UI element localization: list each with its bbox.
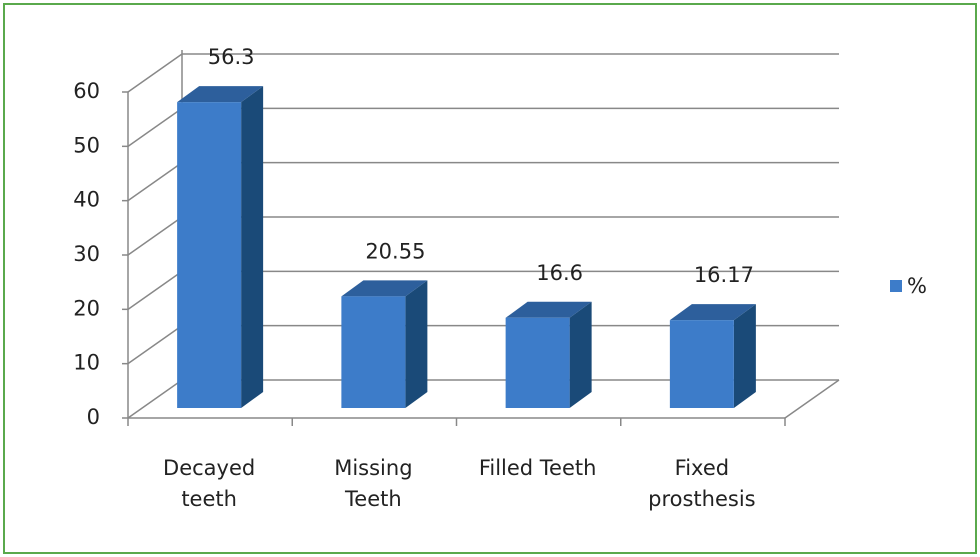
data-label: 16.6 [536,261,583,285]
floor [784,379,840,419]
bar-front [341,296,406,408]
data-label: 16.17 [694,263,754,287]
bar-side [241,86,264,408]
x-tick-label: Missing Teeth [334,456,413,511]
bar-top [341,280,428,297]
legend-label: % [907,274,927,298]
data-label: 56.3 [208,45,255,69]
x-tick-label: Fixed prosthesis [648,456,756,511]
legend-swatch [890,280,902,292]
bar [341,280,428,408]
grid-line [127,53,183,93]
grid-line [127,379,183,419]
y-tick-label: 10 [73,351,100,375]
grid-line [127,216,183,256]
data-label: 20.55 [365,239,425,263]
y-tick-label: 50 [73,133,100,157]
bar-side [569,301,592,408]
grid-line [127,162,183,202]
bar-top [177,86,264,103]
bar-side [733,304,756,408]
bar-top [669,304,756,321]
y-tick-label: 0 [87,405,100,429]
frame [3,3,977,554]
grid-line [127,107,183,147]
y-tick-label: 40 [73,188,100,212]
y-tick-label: 60 [73,79,100,103]
bar-front [505,317,570,408]
bar-front [669,320,734,408]
bar-top [505,301,592,318]
x-tick-label: Decayed teeth [163,456,256,511]
y-tick-label: 30 [73,242,100,266]
grid-line [127,270,183,310]
bar [177,86,264,408]
bar-side [405,280,428,408]
grid-line [127,325,183,365]
x-tick-label: Filled Teeth [478,456,597,480]
bar-front [177,102,242,408]
bar [669,304,756,408]
y-tick-label: 20 [73,296,100,320]
bar [505,301,592,408]
